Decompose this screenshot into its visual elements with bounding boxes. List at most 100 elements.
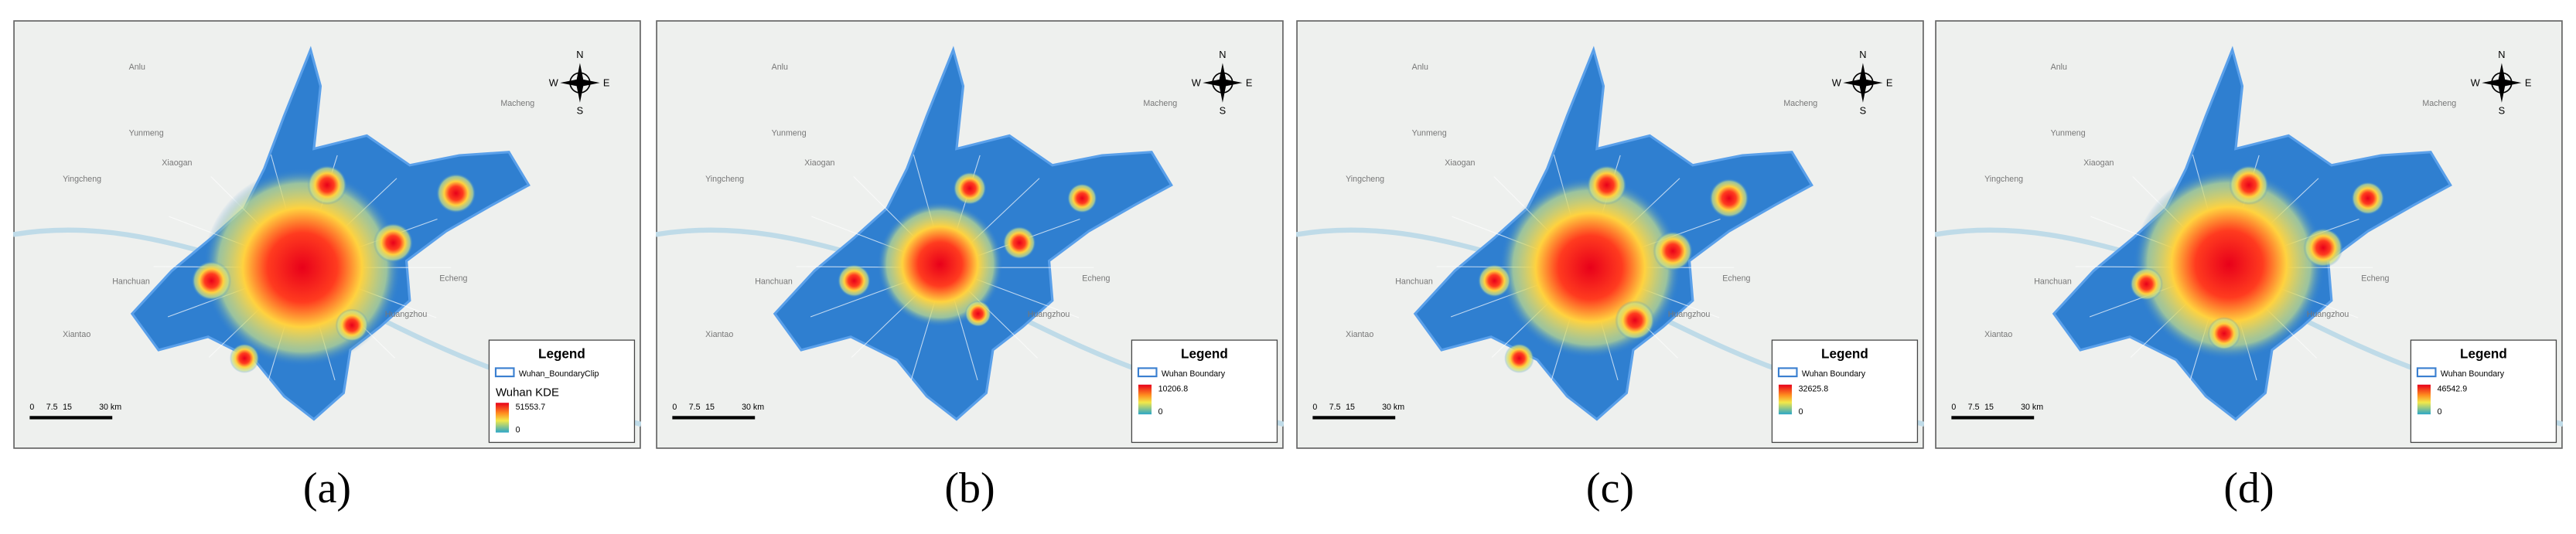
map-panel: Anlu Yunmeng Xiaogan Yingcheng Macheng Hanchu… [13, 20, 641, 449]
place-name: Xiantao [1346, 330, 1373, 339]
hotspot [1067, 183, 1097, 213]
compass-star [1843, 63, 1883, 103]
legend-title: Legend [1181, 347, 1228, 362]
hotspot [2130, 267, 2163, 301]
legend-min: 0 [1158, 407, 1163, 417]
hotspot [2133, 168, 2325, 360]
scale-label: 30 km [2021, 403, 2043, 412]
place-name: Echeng [1722, 274, 1750, 283]
place-name: Macheng [1143, 99, 1177, 108]
legend-box [488, 339, 636, 444]
hotspot [1499, 176, 1681, 359]
place-name: Echeng [439, 274, 467, 283]
hotspot [1002, 226, 1036, 260]
compass-letter: N [1219, 49, 1226, 60]
place-name: Xiaogan [804, 158, 834, 168]
map-panel: Anlu Yunmeng Xiaogan Yingcheng Macheng Hanchu… [1935, 20, 2563, 449]
place-name: Yunmeng [772, 128, 807, 138]
place-name: Yingcheng [63, 175, 101, 184]
place-name: Anlu [1412, 63, 1428, 72]
legend-ramp [1778, 384, 1793, 415]
place-name: Anlu [2051, 63, 2067, 72]
legend-boundary: Wuhan_BoundaryClip [519, 369, 599, 379]
compass-letter: E [1246, 77, 1253, 88]
legend-swatch [2416, 367, 2437, 378]
place-name: Yingcheng [1984, 175, 2023, 184]
legend-title: Legend [1821, 347, 1868, 362]
scale-bar [672, 416, 756, 420]
place-name: Echeng [2361, 274, 2389, 283]
compass-letter: E [603, 77, 610, 88]
place-name: Hanchuan [755, 277, 793, 287]
legend-box [1771, 339, 1919, 444]
place-name: Hanchuan [2034, 277, 2072, 287]
scale-bar [1312, 416, 1396, 420]
place-name: Huangzhou [1028, 310, 1070, 319]
place-name: Macheng [1783, 99, 1817, 108]
legend-boundary: Wuhan Boundary [1802, 369, 1866, 379]
legend-swatch [1137, 367, 1158, 378]
compass-letter: W [549, 77, 559, 88]
scale-label: 30 km [99, 403, 121, 412]
legend-boundary: Wuhan Boundary [2441, 369, 2505, 379]
place-name: Xiaogan [1445, 158, 1475, 168]
compass-letter: N [1859, 49, 1866, 60]
place-name: Huangzhou [1668, 310, 1711, 319]
scale-bar [1951, 416, 2035, 420]
hotspot [2351, 182, 2385, 215]
hotspot [2303, 227, 2343, 268]
hotspot [191, 260, 232, 301]
place-name: Huangzhou [2307, 310, 2349, 319]
legend-box [1131, 339, 1278, 444]
scale-label: 15 [705, 403, 715, 412]
hotspot [307, 165, 347, 206]
compass-letter: W [1192, 77, 1202, 88]
scale-label: 15 [63, 403, 72, 412]
legend-max: 32625.8 [1799, 384, 1829, 393]
compass-letter: S [2499, 105, 2506, 117]
hotspot [838, 264, 871, 298]
place-name: Macheng [2422, 99, 2456, 108]
scale-label: 0 [1312, 403, 1317, 412]
panel-label: (c) [1585, 464, 1635, 512]
place-name: Xiaogan [162, 158, 192, 168]
legend-max: 10206.8 [1158, 384, 1189, 393]
legend-ramp [2417, 384, 2431, 415]
hotspot [877, 201, 1003, 328]
legend-max: 51553.7 [516, 403, 546, 412]
scale-label: 0 [1951, 403, 1956, 412]
hotspot [1504, 343, 1534, 373]
hotspot [1478, 264, 1511, 298]
hotspot [229, 343, 260, 373]
place-name: Xiantao [1984, 330, 2012, 339]
place-name: Yingcheng [1346, 175, 1384, 184]
place-name: Xiantao [705, 330, 733, 339]
panel-label: (b) [944, 464, 995, 512]
panel-label: (a) [302, 464, 352, 512]
compass-star [1203, 63, 1243, 103]
place-name: Anlu [772, 63, 788, 72]
legend-box [2410, 339, 2557, 444]
place-name: Echeng [1082, 274, 1110, 283]
scale-label: 0 [29, 403, 34, 412]
place-name: Yunmeng [129, 128, 164, 138]
map-panel: Anlu Yunmeng Xiaogan Yingcheng Macheng Hanchu… [1296, 20, 1924, 449]
hotspot [1709, 178, 1749, 219]
compass-letter: N [2498, 49, 2505, 60]
place-name: Hanchuan [112, 277, 150, 287]
legend-swatch [494, 367, 515, 378]
scale-label: 0 [672, 403, 677, 412]
compass-star [560, 63, 600, 103]
place-name: Anlu [129, 63, 145, 72]
compass-letter: W [2471, 77, 2481, 88]
place-name: Yunmeng [1412, 128, 1447, 138]
hotspot [1615, 300, 1655, 341]
hotspot [953, 172, 987, 206]
compass-letter: E [1886, 77, 1893, 88]
place-name: Hanchuan [1395, 277, 1433, 287]
hotspot [1587, 165, 1627, 206]
scale-label: 30 km [742, 403, 764, 412]
scale-label: 30 km [1382, 403, 1404, 412]
scale-label: 7.5 [1968, 403, 1980, 412]
hotspot [335, 308, 369, 342]
